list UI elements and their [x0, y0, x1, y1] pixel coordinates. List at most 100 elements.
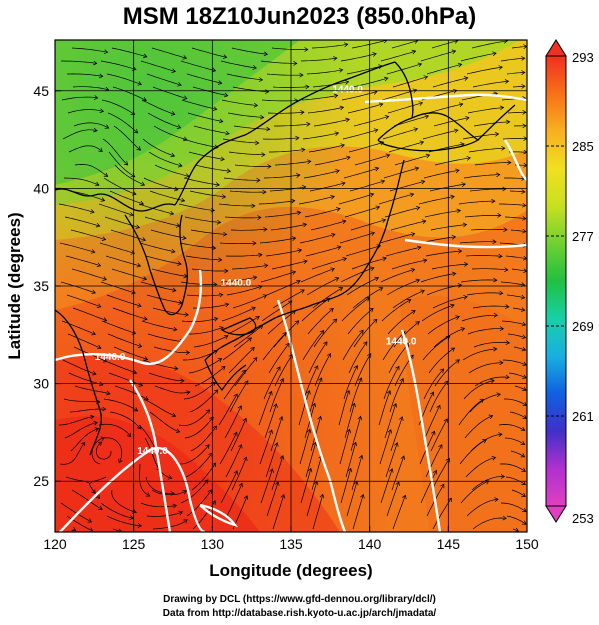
streamline-arrowhead [521, 467, 526, 472]
streamline [425, 444, 443, 478]
streamline [354, 154, 390, 166]
streamline [429, 380, 449, 413]
streamline-arrowhead [224, 302, 230, 308]
streamline-arrowhead [424, 114, 430, 119]
streamline [233, 125, 270, 130]
streamline-arrowhead [304, 47, 309, 52]
streamline-arrowhead [274, 481, 280, 486]
streamline-arrowhead [360, 493, 365, 499]
streamline-arrowhead [431, 430, 436, 436]
streamline-arrowhead [384, 115, 390, 120]
streamline-arrowhead [456, 208, 462, 214]
streamline [378, 390, 391, 426]
streamline [62, 359, 97, 375]
streamline [504, 437, 525, 445]
streamline-arrowhead [97, 441, 103, 446]
streamline-arrowhead [213, 316, 219, 322]
streamline-arrowhead [136, 262, 142, 268]
streamline-arrowhead [463, 76, 469, 81]
streamline [58, 203, 95, 213]
colorbar-bottom-arrow [545, 505, 567, 523]
streamline-arrowhead [522, 202, 527, 208]
streamline [74, 164, 108, 177]
streamline [149, 411, 180, 433]
streamline-arrowhead [260, 114, 265, 120]
streamline-arrowhead [262, 189, 267, 195]
streamline [188, 151, 225, 160]
streamline [343, 167, 379, 179]
streamline [67, 333, 102, 349]
streamline [466, 292, 503, 296]
streamline-arrowhead [329, 307, 334, 313]
streamline [189, 190, 226, 198]
streamline [263, 366, 281, 400]
streamline [502, 359, 527, 366]
streamline-arrowhead [457, 283, 463, 288]
streamline [222, 138, 259, 144]
streamline [508, 372, 527, 379]
streamline [471, 476, 505, 491]
streamline-arrowhead [237, 405, 243, 410]
streamline-arrowhead [95, 222, 101, 228]
streamline-arrowhead [323, 341, 328, 346]
streamline-arrowhead [118, 458, 123, 464]
streamline-arrowhead [296, 279, 301, 285]
streamline-arrowhead [88, 527, 94, 532]
streamline [339, 232, 375, 244]
streamline-arrowhead [498, 432, 503, 437]
streamline [268, 343, 290, 374]
streamline [108, 151, 135, 178]
streamline [504, 216, 526, 220]
streamline-arrowhead [100, 197, 106, 202]
streamline [224, 405, 242, 439]
streamline-arrowhead [133, 407, 139, 412]
streamline-arrowhead [280, 494, 286, 499]
streamline [112, 307, 148, 320]
streamline-arrowhead [505, 374, 510, 380]
streamline-arrowhead [224, 268, 229, 274]
streamline [504, 177, 526, 179]
streamline [230, 418, 247, 452]
streamline-arrowhead [417, 62, 423, 68]
streamline-arrowhead [174, 366, 179, 371]
streamline-arrowhead [521, 346, 527, 352]
streamline-arrowhead [102, 406, 107, 412]
streamline [346, 65, 383, 75]
streamline [506, 515, 527, 525]
streamline [460, 52, 497, 62]
streamline-arrowhead [176, 124, 182, 130]
streamline-arrowhead [290, 198, 296, 204]
streamline [352, 287, 383, 309]
streamline-arrowhead [451, 49, 457, 55]
streamline-arrowhead [99, 108, 105, 114]
streamline [70, 229, 106, 240]
streamline-arrowhead [172, 287, 177, 293]
streamline [349, 180, 385, 192]
streamline [70, 428, 99, 452]
streamline-arrowhead [91, 289, 96, 295]
streamline-arrowhead [521, 480, 526, 485]
streamline-arrowhead [497, 213, 502, 218]
streamline [103, 177, 137, 195]
streamline-arrowhead [453, 128, 459, 134]
streamline-arrowhead [282, 332, 287, 337]
streamline [506, 72, 525, 75]
streamline [347, 103, 383, 114]
streamline [512, 85, 526, 88]
streamline [473, 341, 510, 348]
streamline-arrowhead [94, 181, 100, 187]
streamline [266, 73, 304, 76]
streamline-arrowhead [268, 390, 273, 396]
streamline [101, 99, 135, 115]
streamline [464, 215, 501, 218]
streamline [472, 80, 509, 88]
streamline [424, 210, 461, 218]
streamline [314, 353, 331, 387]
streamline [462, 348, 497, 361]
streamline-arrowhead [103, 172, 109, 177]
streamline [260, 271, 296, 283]
streamline-arrowhead [104, 124, 110, 129]
streamline [109, 411, 142, 430]
streamline [312, 287, 343, 309]
streamline [386, 279, 420, 296]
